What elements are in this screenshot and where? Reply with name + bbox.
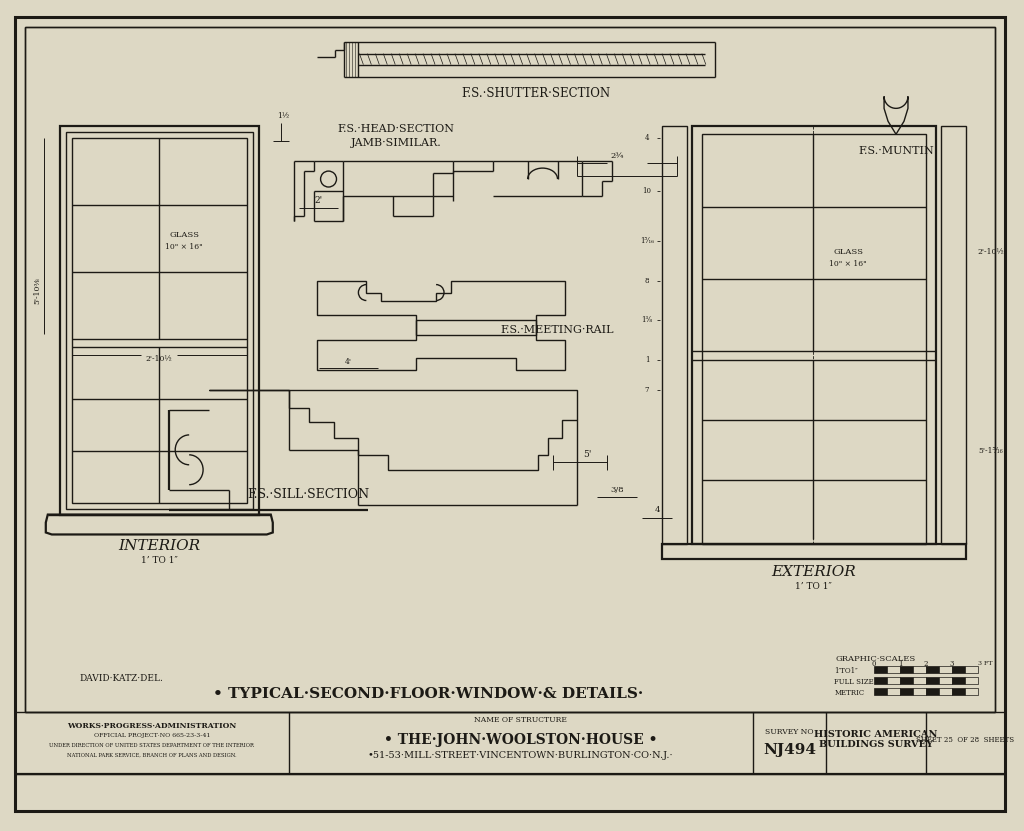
Bar bbox=[887, 688, 900, 695]
Text: 2¾: 2¾ bbox=[610, 152, 624, 160]
Bar bbox=[66, 132, 253, 509]
Bar bbox=[965, 688, 978, 695]
Text: DAVID·KATZ·DEL.: DAVID·KATZ·DEL. bbox=[80, 674, 164, 683]
Text: GLASS: GLASS bbox=[834, 248, 863, 256]
Text: 3: 3 bbox=[949, 660, 954, 668]
Text: 1⁵⁄₁₆: 1⁵⁄₁₆ bbox=[640, 237, 654, 245]
Bar bbox=[874, 676, 887, 684]
Text: 3 FT: 3 FT bbox=[978, 661, 993, 666]
Text: OFFICIAL PROJECT·NO 665-23-3-41: OFFICIAL PROJECT·NO 665-23-3-41 bbox=[93, 733, 210, 738]
Text: • THE·JOHN·WOOLSTON·HOUSE •: • THE·JOHN·WOOLSTON·HOUSE • bbox=[384, 733, 657, 746]
Text: 1³⁄₈: 1³⁄₈ bbox=[642, 317, 652, 324]
Text: 10" × 16": 10" × 16" bbox=[829, 259, 867, 268]
Text: HISTORIC AMERICAN
BUILDINGS SURVEY: HISTORIC AMERICAN BUILDINGS SURVEY bbox=[814, 730, 938, 750]
Text: INTERIOR: INTERIOR bbox=[118, 539, 201, 553]
Bar bbox=[951, 676, 965, 684]
Text: 1: 1 bbox=[645, 356, 649, 364]
Bar bbox=[939, 676, 951, 684]
Text: 2: 2 bbox=[924, 660, 928, 668]
Text: 3/8: 3/8 bbox=[610, 485, 624, 494]
Text: JAMB·SIMILAR.: JAMB·SIMILAR. bbox=[351, 138, 441, 148]
Text: F.S.·HEAD·SECTION: F.S.·HEAD·SECTION bbox=[338, 125, 455, 135]
Text: F.S.·SILL·SECTION: F.S.·SILL·SECTION bbox=[248, 488, 370, 501]
Text: 10" × 16": 10" × 16" bbox=[165, 243, 203, 251]
Text: 1’ TO 1″: 1’ TO 1″ bbox=[141, 556, 178, 565]
Text: •51-53·MILL·STREET·VINCENTOWN·BURLINGTON·CO·N.J.·: •51-53·MILL·STREET·VINCENTOWN·BURLINGTON… bbox=[368, 751, 674, 760]
Bar bbox=[939, 688, 951, 695]
Text: F.S.·MEETING·RAIL: F.S.·MEETING·RAIL bbox=[501, 326, 614, 336]
Bar bbox=[701, 135, 926, 544]
Bar bbox=[692, 126, 936, 544]
Text: 4: 4 bbox=[645, 135, 649, 142]
Bar bbox=[72, 138, 247, 503]
Text: 5': 5' bbox=[584, 450, 592, 460]
Text: 10: 10 bbox=[643, 187, 651, 195]
Text: GRAPHIC·SCALES: GRAPHIC·SCALES bbox=[836, 655, 916, 663]
Text: 7: 7 bbox=[645, 386, 649, 394]
Text: 1: 1 bbox=[898, 660, 902, 668]
Text: 4': 4' bbox=[345, 358, 352, 366]
Text: FULL SIZE: FULL SIZE bbox=[835, 678, 873, 686]
Bar bbox=[939, 666, 951, 673]
Text: METRIC: METRIC bbox=[835, 689, 864, 696]
Text: EXTERIOR: EXTERIOR bbox=[771, 565, 856, 579]
Bar bbox=[913, 676, 926, 684]
Text: 0: 0 bbox=[871, 660, 877, 668]
Text: 1’ TO 1″: 1’ TO 1″ bbox=[795, 582, 831, 591]
Bar bbox=[900, 688, 913, 695]
Text: F.S.·MUNTIN: F.S.·MUNTIN bbox=[858, 146, 934, 156]
Bar bbox=[951, 688, 965, 695]
Bar bbox=[887, 676, 900, 684]
Text: 1′TO1″: 1′TO1″ bbox=[835, 666, 858, 675]
Text: 1½: 1½ bbox=[278, 112, 290, 120]
Text: SHEET 25  OF 28  SHEETS: SHEET 25 OF 28 SHEETS bbox=[916, 735, 1014, 744]
Text: 8: 8 bbox=[645, 277, 649, 284]
Bar bbox=[965, 666, 978, 673]
Text: 4: 4 bbox=[654, 505, 659, 514]
Bar bbox=[874, 688, 887, 695]
Text: 2'-10½: 2'-10½ bbox=[145, 355, 173, 363]
Bar bbox=[887, 666, 900, 673]
Text: • TYPICAL·SECOND·FLOOR·WINDOW·& DETAILS·: • TYPICAL·SECOND·FLOOR·WINDOW·& DETAILS· bbox=[213, 686, 643, 701]
Bar bbox=[951, 666, 965, 673]
Bar bbox=[25, 27, 994, 711]
Bar bbox=[913, 666, 926, 673]
Text: WORKS·PROGRESS·ADMINISTRATION: WORKS·PROGRESS·ADMINISTRATION bbox=[68, 721, 237, 730]
Text: 2': 2' bbox=[314, 196, 323, 205]
Text: NAME OF STRUCTURE: NAME OF STRUCTURE bbox=[474, 715, 567, 724]
Text: 5'-10⅜: 5'-10⅜ bbox=[34, 278, 42, 304]
Text: NJ494: NJ494 bbox=[763, 743, 816, 756]
Text: F.S.·SHUTTER·SECTION: F.S.·SHUTTER·SECTION bbox=[461, 87, 610, 100]
Bar bbox=[900, 676, 913, 684]
Text: 5'-1⁵⁄₁₆: 5'-1⁵⁄₁₆ bbox=[978, 447, 1002, 455]
Bar bbox=[15, 711, 1005, 774]
Bar bbox=[926, 688, 939, 695]
Bar bbox=[874, 666, 887, 673]
Text: NATIONAL PARK SERVICE, BRANCH OF PLANS AND DESIGN.: NATIONAL PARK SERVICE, BRANCH OF PLANS A… bbox=[67, 753, 237, 758]
Bar bbox=[900, 666, 913, 673]
Bar bbox=[59, 126, 259, 514]
Bar bbox=[913, 688, 926, 695]
Text: 2'-10½: 2'-10½ bbox=[977, 248, 1004, 256]
Text: GLASS: GLASS bbox=[169, 231, 200, 238]
Bar bbox=[926, 666, 939, 673]
Bar bbox=[926, 676, 939, 684]
Bar bbox=[965, 676, 978, 684]
Text: UNDER DIRECTION OF UNITED STATES DEPARTMENT OF THE INTERIOR: UNDER DIRECTION OF UNITED STATES DEPARTM… bbox=[49, 743, 254, 748]
Text: SURVEY NO: SURVEY NO bbox=[765, 728, 814, 735]
